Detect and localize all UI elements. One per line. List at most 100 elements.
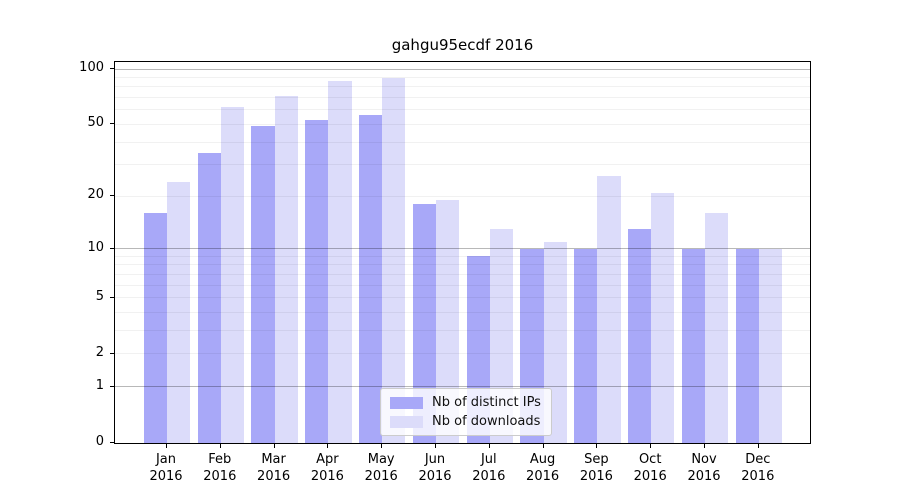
bar-distinct-ips — [358, 115, 383, 443]
x-tick-month: Nov — [691, 452, 717, 467]
x-tick-year: 2016 — [310, 469, 344, 484]
x-axis-tick — [273, 444, 275, 448]
chart-title: gahgu95ecdf 2016 — [391, 36, 534, 54]
x-axis-tick — [488, 444, 490, 448]
x-tick-month: Oct — [638, 452, 662, 467]
bar-downloads — [651, 192, 675, 443]
y-axis-tick — [110, 296, 114, 298]
legend-entry-downloads: Nb of downloads — [390, 414, 541, 429]
y-axis-tick — [110, 247, 114, 249]
bar-distinct-ips — [574, 248, 598, 443]
bar-distinct-ips — [627, 229, 652, 443]
y-axis-tick — [110, 195, 114, 197]
minor-gridline — [115, 353, 810, 355]
minor-gridline — [115, 86, 810, 88]
minor-gridline — [115, 330, 810, 332]
x-tick-year: 2016 — [203, 469, 237, 484]
y-tick-label: 2 — [95, 344, 104, 360]
x-tick-label: Sep 2016 — [568, 451, 624, 485]
bar-downloads — [274, 96, 298, 443]
bar-distinct-ips — [412, 204, 436, 443]
bar-downloads — [328, 81, 352, 443]
x-tick-year: 2016 — [579, 469, 613, 484]
x-tick-label: Feb 2016 — [192, 451, 248, 485]
y-tick-label: 0 — [95, 434, 104, 449]
y-tick-label: 20 — [87, 187, 104, 203]
x-tick-year: 2016 — [257, 469, 291, 484]
x-tick-month: Jul — [480, 452, 497, 467]
x-tick-label: Aug 2016 — [515, 451, 571, 485]
bar-downloads — [597, 175, 621, 443]
x-tick-month: Sep — [584, 452, 609, 467]
x-tick-year: 2016 — [687, 469, 721, 484]
bar-distinct-ips — [251, 125, 275, 443]
plot-area — [114, 61, 811, 444]
x-tick-month: Apr — [316, 452, 339, 467]
bar-downloads — [758, 248, 783, 443]
x-tick-month: Dec — [745, 452, 771, 467]
bar-distinct-ips — [197, 152, 221, 443]
minor-gridline — [115, 195, 810, 197]
minor-gridline — [115, 164, 810, 166]
x-axis-tick — [219, 444, 221, 448]
x-axis-tick — [757, 444, 759, 448]
x-tick-year: 2016 — [149, 469, 183, 484]
legend-swatch-downloads — [390, 415, 423, 428]
minor-gridline — [115, 273, 810, 275]
x-tick-year: 2016 — [418, 469, 452, 484]
x-tick-month: May — [367, 452, 395, 467]
x-tick-year: 2016 — [472, 469, 506, 484]
minor-gridline — [115, 123, 810, 125]
y-axis-tick — [110, 352, 114, 354]
y-tick-label: 100 — [79, 60, 104, 75]
y-axis-tick — [110, 123, 114, 125]
minor-gridline — [115, 109, 810, 111]
x-tick-month: Jan — [155, 452, 177, 467]
bar-distinct-ips — [735, 248, 759, 443]
bar-downloads — [167, 182, 191, 443]
x-tick-label: Oct 2016 — [622, 451, 678, 485]
x-axis-tick — [166, 444, 167, 448]
minor-gridline — [115, 297, 810, 299]
x-tick-label: Nov 2016 — [676, 451, 732, 485]
x-tick-year: 2016 — [526, 469, 560, 484]
minor-gridline — [115, 97, 810, 99]
x-tick-label: Dec 2016 — [730, 451, 786, 485]
legend-label-downloads: Nb of downloads — [432, 414, 541, 429]
x-tick-label: Apr 2016 — [299, 451, 355, 485]
x-axis-tick — [650, 444, 652, 448]
x-tick-label: Mar 2016 — [246, 451, 302, 485]
legend-swatch-distinct-ips — [390, 396, 423, 409]
bar-downloads — [382, 78, 406, 443]
x-tick-label: May 2016 — [353, 451, 409, 485]
x-tick-label: Jul 2016 — [461, 451, 517, 485]
x-tick-label: Jun 2016 — [407, 451, 463, 485]
minor-gridline — [115, 284, 810, 286]
legend: Nb of distinct IPs Nb of downloads — [380, 388, 552, 436]
y-tick-label: 50 — [87, 115, 104, 131]
x-axis-tick — [542, 444, 544, 448]
x-tick-year: 2016 — [364, 469, 398, 484]
y-tick-label: 10 — [87, 239, 104, 255]
x-tick-month: Mar — [261, 452, 286, 467]
x-axis-tick — [327, 444, 329, 448]
bar-downloads — [220, 107, 245, 443]
minor-gridline — [115, 141, 810, 143]
bar-downloads — [705, 213, 729, 443]
x-tick-label: Jan 2016 — [138, 451, 194, 485]
x-tick-year: 2016 — [741, 469, 775, 484]
major-gridline — [115, 248, 810, 250]
bar-downloads — [436, 200, 460, 443]
x-tick-month: Jun — [424, 452, 446, 467]
bar-distinct-ips — [681, 248, 705, 443]
x-axis-tick — [704, 444, 705, 448]
x-axis-tick — [596, 444, 598, 448]
bar-distinct-ips — [305, 119, 329, 443]
x-axis-tick — [435, 444, 436, 448]
minor-gridline — [115, 255, 810, 257]
legend-entry-distinct-ips: Nb of distinct IPs — [390, 395, 541, 410]
minor-gridline — [115, 76, 810, 78]
y-axis-tick — [110, 385, 114, 387]
bar-distinct-ips — [143, 213, 167, 443]
legend-label-distinct-ips: Nb of distinct IPs — [432, 395, 541, 410]
